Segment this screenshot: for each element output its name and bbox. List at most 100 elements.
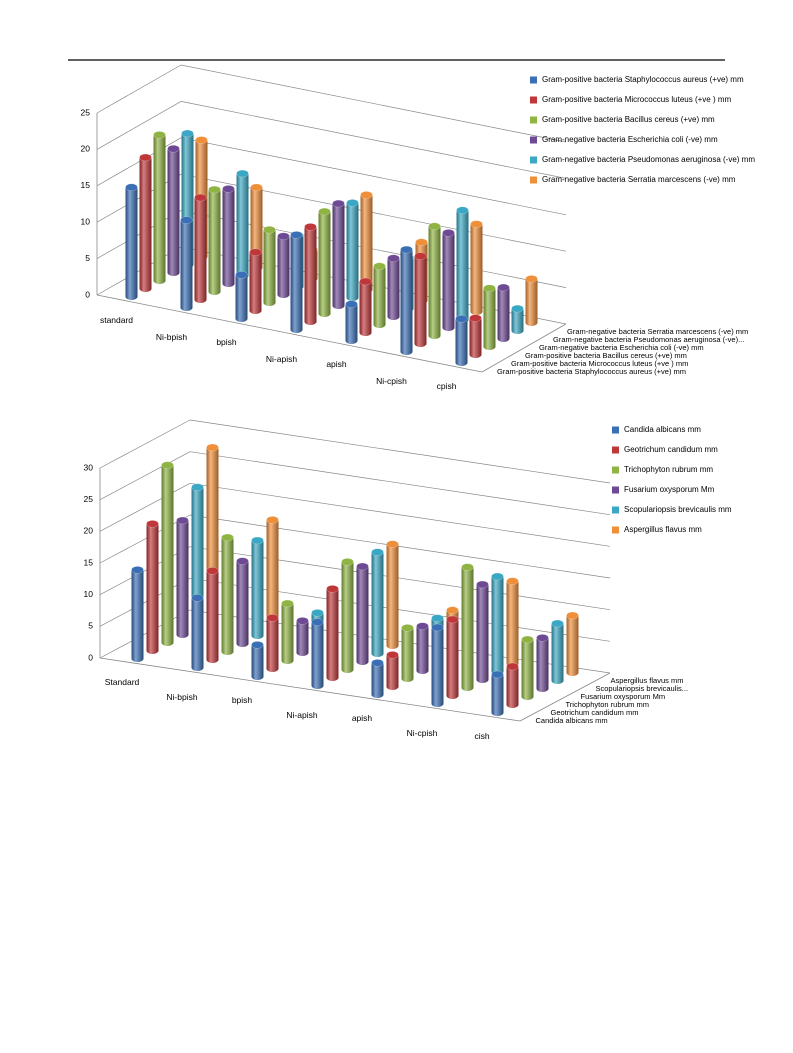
bar-shade: [506, 581, 519, 664]
bar-cap: [371, 548, 384, 556]
grid-line: [99, 483, 191, 532]
bar-shade: [167, 148, 180, 273]
bar-cap: [415, 238, 428, 247]
grid-line: [180, 101, 567, 179]
bar-cap: [208, 185, 221, 194]
bar-shade: [235, 274, 248, 319]
legend-label: Gram-negative bacteria Escherichia coli …: [542, 135, 718, 144]
bar-shade: [371, 662, 384, 695]
bar-cap: [311, 618, 324, 626]
bar-shade: [356, 566, 369, 662]
bar-cap: [497, 283, 510, 292]
bar-shade: [191, 597, 204, 668]
bar-cap: [461, 563, 474, 571]
legend-swatch: [612, 526, 619, 534]
bar-shade: [266, 617, 279, 669]
bar-cap: [401, 624, 414, 632]
bar-cap: [431, 623, 444, 632]
bar-cap: [161, 461, 174, 469]
bar-shade: [401, 627, 414, 679]
bar-cap: [191, 594, 204, 602]
bar-shade: [326, 588, 339, 678]
bar-cap: [470, 220, 483, 228]
bar-cap: [176, 516, 189, 525]
legend-swatch: [530, 76, 537, 84]
bar-shade: [318, 211, 331, 314]
bar-cap: [483, 284, 496, 293]
bar-shade: [191, 487, 204, 627]
x-tick-label: Ni-bpish: [156, 332, 187, 342]
grid-line: [189, 514, 611, 579]
legend-label: Geotrichum candidum mm: [624, 445, 718, 454]
y-tick-label: 0: [88, 652, 93, 662]
bar-cap: [251, 641, 264, 649]
legend-label: Aspergillus flavus mm: [624, 525, 702, 534]
bar-shade: [476, 584, 489, 680]
bar-shade: [525, 278, 538, 323]
legend-label: Gram-positive bacteria Micrococcus luteu…: [542, 95, 732, 104]
legend-label: Fusarium oxysporum Mm: [624, 485, 715, 494]
grid-line: [96, 246, 182, 296]
bar-shade: [296, 620, 309, 653]
x-tick-label: Ni-apish: [286, 710, 317, 720]
bar-shade: [263, 229, 276, 303]
bar-shade: [566, 615, 579, 673]
bar-shade: [332, 203, 345, 306]
bar-shade: [511, 308, 524, 331]
bar-cap: [221, 533, 234, 542]
y-tick-label: 15: [81, 180, 91, 190]
bar-shade: [180, 220, 193, 308]
bar-cap: [194, 193, 207, 202]
bar-shade: [455, 318, 468, 363]
bar-cap: [249, 248, 262, 257]
legend-label: Gram-positive bacteria Bacillus cereus (…: [542, 115, 715, 124]
bar-cap: [360, 191, 373, 199]
y-tick-label: 15: [84, 557, 94, 567]
x-tick-label: apish: [352, 713, 373, 723]
bar-cap: [180, 216, 193, 224]
grid-line: [99, 451, 191, 500]
y-tick-label: 10: [84, 589, 94, 599]
bar-shade: [431, 627, 444, 704]
bar-cap: [277, 232, 290, 241]
y-tick-label: 30: [84, 462, 94, 472]
bar-cap: [290, 231, 303, 239]
bar-cap: [456, 206, 469, 215]
bar-shade: [386, 654, 399, 687]
legend-label: Gram-negative bacteria Serratia marcesce…: [542, 175, 736, 184]
x-tick-label: Ni-bpish: [166, 692, 197, 702]
bar-cap: [455, 315, 468, 323]
bar-shade: [281, 603, 294, 661]
legend-swatch: [530, 176, 537, 184]
bar-cap: [446, 606, 459, 614]
bar-shade: [497, 287, 510, 339]
bar-cap: [181, 129, 194, 138]
bar-cap: [371, 659, 384, 667]
bar-cap: [251, 536, 264, 545]
legend-swatch: [612, 506, 619, 514]
bar-shade: [442, 232, 455, 328]
bar-cap: [125, 183, 138, 192]
depth-label: Aspergillus flavus mm: [611, 676, 684, 685]
bar-cap: [431, 614, 444, 622]
y-tick-label: 5: [85, 253, 90, 263]
y-tick-label: 0: [85, 289, 90, 299]
depth-label: Fusarium oxysporum Mm: [581, 692, 666, 701]
bar-cap: [551, 619, 564, 628]
bar-shade: [470, 224, 483, 312]
bar-cap: [525, 275, 538, 283]
bar-shade: [387, 258, 400, 317]
depth-label: Geotrichum candidum mm: [551, 708, 639, 717]
bar-cap: [191, 483, 204, 491]
bar-shade: [266, 519, 279, 628]
x-tick-label: bpish: [216, 337, 237, 347]
bar-shade: [236, 561, 249, 644]
bar-cap: [442, 229, 455, 237]
bar-cap: [235, 271, 248, 279]
y-tick-label: 20: [84, 526, 94, 536]
bar-cap: [206, 443, 219, 452]
bar-cap: [222, 185, 235, 193]
bar-shade: [428, 226, 441, 336]
legend-swatch: [612, 426, 619, 434]
legend-swatch: [612, 446, 619, 454]
